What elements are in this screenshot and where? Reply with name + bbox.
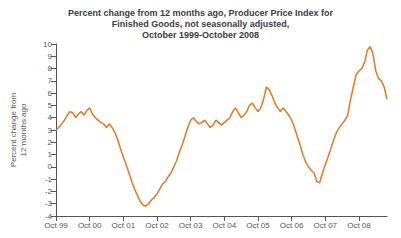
svg-text:-2: -2 <box>45 187 53 196</box>
svg-text:Percent change from 12 months: Percent change from 12 months ago, Produ… <box>68 8 334 18</box>
svg-text:Percent change from: Percent change from <box>9 93 18 168</box>
svg-text:Finished Goods, not seasonally: Finished Goods, not seasonally adjusted, <box>112 19 290 29</box>
svg-text:Oct 03: Oct 03 <box>179 221 203 230</box>
svg-text:0: 0 <box>48 162 53 171</box>
svg-text:2: 2 <box>48 138 53 147</box>
svg-text:Oct 05: Oct 05 <box>246 221 270 230</box>
svg-text:Oct 00: Oct 00 <box>78 221 102 230</box>
svg-text:Oct 04: Oct 04 <box>213 221 237 230</box>
svg-text:Oct 99: Oct 99 <box>44 221 68 230</box>
svg-text:Oct 07: Oct 07 <box>313 221 337 230</box>
svg-text:1: 1 <box>48 150 53 159</box>
svg-text:12 months ago: 12 months ago <box>19 103 28 156</box>
svg-text:6: 6 <box>48 89 53 98</box>
svg-text:5: 5 <box>48 101 53 110</box>
svg-text:Oct 06: Oct 06 <box>280 221 304 230</box>
svg-text:10: 10 <box>43 40 52 49</box>
svg-text:8: 8 <box>48 64 53 73</box>
svg-text:4: 4 <box>48 113 53 122</box>
svg-text:Oct 02: Oct 02 <box>145 221 169 230</box>
svg-text:Oct 08: Oct 08 <box>347 221 371 230</box>
svg-text:Oct 01: Oct 01 <box>112 221 136 230</box>
svg-text:-3: -3 <box>45 199 53 208</box>
svg-text:-1: -1 <box>45 175 53 184</box>
svg-text:7: 7 <box>48 76 53 85</box>
svg-text:-4: -4 <box>45 212 53 221</box>
svg-text:October 1999-October 2008: October 1999-October 2008 <box>142 30 259 40</box>
svg-text:9: 9 <box>48 52 53 61</box>
svg-text:3: 3 <box>48 126 53 135</box>
